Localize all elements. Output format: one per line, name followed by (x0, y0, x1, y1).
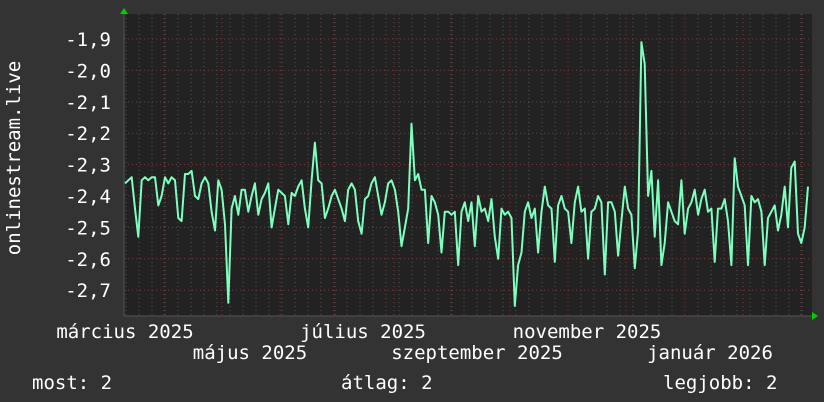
y-tick-label: -1,9 (65, 29, 111, 51)
y-axis-label-text: onlinestream.live (3, 60, 25, 256)
y-tick-label: -2,5 (65, 217, 111, 239)
x-tick-label: november 2025 (513, 321, 662, 343)
grid (124, 14, 812, 316)
legend-average: átlag: 2 (341, 372, 433, 394)
y-axis: -1,9 -2,0 -2,1 -2,2 -2,3 -2,4 -2,5 -2,6 -2,7 (65, 29, 111, 302)
x-tick-label: szeptember 2025 (391, 342, 563, 364)
y-tick-label: -2,6 (65, 249, 111, 271)
y-tick-label: -2,1 (65, 92, 111, 114)
y-tick-label: -2,7 (65, 280, 111, 302)
x-tick-label: március 2025 (56, 321, 193, 343)
legend-best: legjobb: 2 (663, 372, 778, 394)
y-tick-label: -2,0 (65, 60, 111, 82)
y-tick-label: -2,3 (65, 155, 111, 177)
x-tick-label: január 2026 (647, 342, 773, 364)
x-axis-arrow-icon (812, 312, 818, 320)
series-line (124, 41, 809, 307)
legend-current: most: 2 (32, 372, 113, 394)
y-axis-label: onlinestream.live (2, 0, 26, 316)
y-tick-label: -2,2 (65, 123, 111, 145)
x-tick-label: május 2025 (193, 342, 307, 364)
y-axis-arrow-icon (120, 8, 128, 14)
x-tick-label: július 2025 (300, 321, 426, 343)
y-tick-label: -2,4 (65, 186, 111, 208)
